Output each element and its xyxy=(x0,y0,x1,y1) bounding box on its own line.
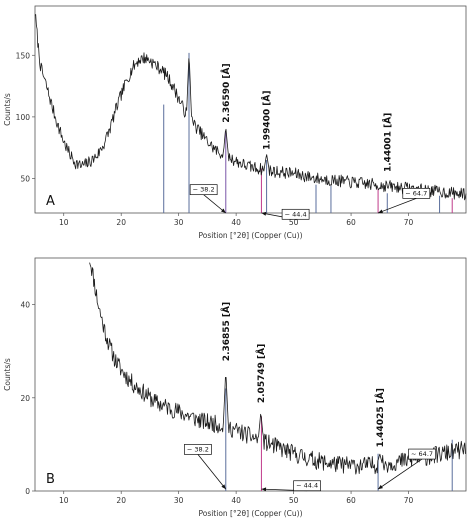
x-tick-label: 20 xyxy=(116,496,126,505)
x-tick-label: 30 xyxy=(174,496,184,505)
annotation-label: ~ 64.7 xyxy=(411,450,433,458)
x-axis-label: Position [°2θ] (Copper (Cu)) xyxy=(198,231,302,240)
diffraction-trace xyxy=(34,14,467,201)
annotation-arrowhead xyxy=(261,211,267,216)
annotation-label: ~ 64.7 xyxy=(405,189,427,197)
x-tick-label: 70 xyxy=(404,496,414,505)
y-tick-label: 0 xyxy=(25,487,30,496)
annotation-box xyxy=(189,184,218,196)
x-tick-label: 20 xyxy=(116,218,126,227)
peak-label: 1.44001 [Å] xyxy=(382,113,393,172)
peak-label: 2.36590 [Å] xyxy=(221,63,232,122)
diffraction-trace xyxy=(89,262,466,475)
peak-label: 2.36855 [Å] xyxy=(221,302,232,361)
annotation-label: ~ 44.4 xyxy=(296,482,318,490)
panel-label: B xyxy=(46,472,55,487)
x-tick-label: 60 xyxy=(346,218,356,227)
x-tick-label: 60 xyxy=(346,496,356,505)
y-tick-label: 150 xyxy=(16,51,31,60)
plot-frame xyxy=(34,257,467,492)
x-tick-label: 10 xyxy=(59,218,69,227)
x-tick-label: 40 xyxy=(231,496,241,505)
peak-label: 2.05749 [Å] xyxy=(256,344,267,403)
annotation-arrow xyxy=(377,197,417,214)
annotation-arrowhead xyxy=(378,484,383,490)
panel-a: 10 20 30 40 50 60 70 50 100 150 Position [°2θ] (Co… xyxy=(3,5,467,240)
annotation-box xyxy=(281,208,310,220)
y-tick-label: 40 xyxy=(20,301,30,310)
panel-label: A xyxy=(46,194,55,209)
y-tick-label: 50 xyxy=(20,175,30,184)
annotation-arrow xyxy=(377,458,423,490)
annotation-label: ~ 38.2 xyxy=(187,445,209,453)
y-axis-label: Counts/s xyxy=(3,93,12,126)
x-tick-label: 30 xyxy=(174,218,184,227)
x-tick-label: 50 xyxy=(289,496,299,505)
y-axis-label: Counts/s xyxy=(3,358,12,391)
annotation-box xyxy=(408,448,436,460)
annotation-arrowhead xyxy=(221,484,226,490)
annotation-box xyxy=(293,480,321,492)
annotation-box xyxy=(402,188,431,199)
y-tick-label: 20 xyxy=(20,394,30,403)
annotation-arrowhead xyxy=(221,208,226,213)
annotation-label: ~ 38.2 xyxy=(193,186,215,194)
peak-label: 1.44025 [Å] xyxy=(375,388,386,447)
annotation-arrow xyxy=(197,454,227,490)
plot-frame xyxy=(34,5,467,214)
x-tick-label: 50 xyxy=(289,218,299,227)
x-tick-label: 70 xyxy=(404,218,414,227)
x-axis-label: Position [°2θ] (Copper (Cu)) xyxy=(198,509,302,518)
annotation-label: ~ 44.4 xyxy=(285,210,307,218)
x-tick-label: 10 xyxy=(59,496,69,505)
y-tick-label: 100 xyxy=(16,113,31,122)
peak-label: 1.99400 [Å] xyxy=(262,91,273,150)
panel-b: 10 20 30 40 50 60 70 0 20 40 Position [°2θ] (Coppe… xyxy=(3,257,467,518)
annotation-arrowhead xyxy=(378,209,384,214)
annotation-arrow xyxy=(203,194,227,214)
x-tick-label: 40 xyxy=(231,218,241,227)
annotation-box xyxy=(184,444,212,455)
annotation-arrowhead xyxy=(261,487,267,492)
